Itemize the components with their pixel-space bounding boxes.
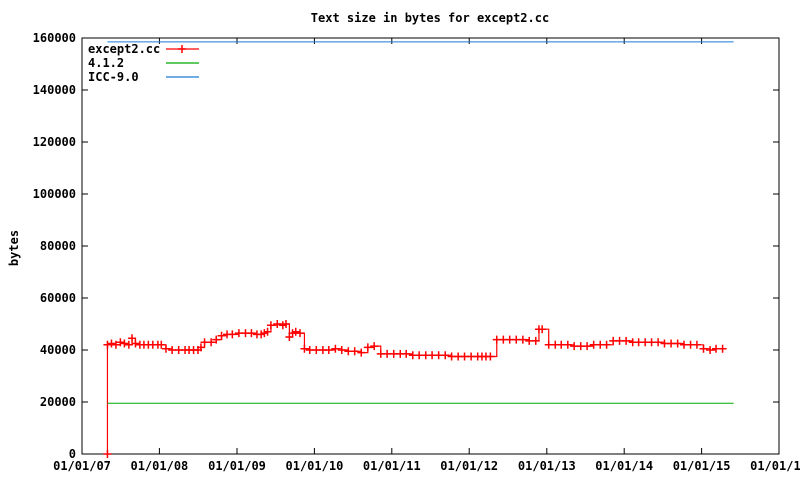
x-tick-label: 01/01/09 xyxy=(208,459,266,473)
x-tick-label: 01/01/13 xyxy=(518,459,576,473)
data-point-marker xyxy=(131,339,140,348)
legend-label: except2.cc xyxy=(88,42,160,56)
x-tick-label: 01/01/10 xyxy=(286,459,344,473)
y-ticks: 0 20000 40000 60000 80000 100000 120000 140000 1… xyxy=(33,31,779,461)
data-point-marker xyxy=(622,336,631,345)
data-point-marker xyxy=(324,346,333,354)
data-point-marker xyxy=(247,329,256,338)
data-point-marker xyxy=(699,344,708,353)
data-point-marker xyxy=(357,348,366,357)
data-point-marker xyxy=(402,349,411,358)
data-point-marker xyxy=(103,450,112,458)
y-tick-label: 140000 xyxy=(33,83,76,97)
data-point-marker xyxy=(692,340,701,349)
data-point-marker xyxy=(116,338,125,347)
x-tick-label: 01/01/12 xyxy=(440,459,498,473)
data-point-marker xyxy=(331,344,340,353)
x-tick-label: 01/01/11 xyxy=(363,459,421,473)
series-layer xyxy=(103,41,734,458)
y-tick-label: 60000 xyxy=(40,291,76,305)
data-point-marker xyxy=(103,340,112,349)
y-tick-label: 20000 xyxy=(40,395,76,409)
series-line-except2.cc xyxy=(106,323,723,454)
data-point-marker xyxy=(370,342,379,351)
data-point-marker xyxy=(124,340,133,349)
data-point-marker xyxy=(212,335,221,344)
data-point-marker xyxy=(196,343,205,352)
x-tick-label: 01/01/15 xyxy=(673,459,731,473)
data-point-marker xyxy=(538,325,547,334)
x-tick-label: 01/01/08 xyxy=(130,459,188,473)
data-point-marker xyxy=(161,344,170,353)
chart-title: Text size in bytes for except2.cc xyxy=(311,11,549,25)
data-point-marker xyxy=(706,346,715,354)
data-point-marker xyxy=(120,339,129,348)
data-point-marker xyxy=(128,334,137,343)
data-point-marker xyxy=(602,340,611,349)
x-tick-label: 01/01/14 xyxy=(595,459,653,473)
data-point-marker xyxy=(654,338,663,347)
y-tick-label: 80000 xyxy=(40,239,76,253)
data-point-marker xyxy=(486,352,495,361)
data-point-marker xyxy=(518,335,527,344)
data-point-marker xyxy=(291,327,300,336)
y-tick-label: 0 xyxy=(69,447,76,461)
data-point-marker xyxy=(337,346,346,354)
data-point-marker xyxy=(300,344,309,353)
y-tick-label: 160000 xyxy=(33,31,76,45)
data-point-marker xyxy=(281,320,290,328)
data-point-marker xyxy=(441,351,450,360)
data-point-marker xyxy=(107,339,116,348)
data-point-marker xyxy=(207,338,216,347)
x-tick-label: 01/01/16 xyxy=(750,459,800,473)
data-point-marker xyxy=(295,329,304,338)
data-point-marker xyxy=(563,340,572,349)
data-point-marker xyxy=(583,342,592,351)
data-point-marker xyxy=(217,331,226,340)
legend-label: ICC-9.0 xyxy=(88,70,139,84)
y-tick-label: 120000 xyxy=(33,135,76,149)
data-point-marker xyxy=(363,343,372,352)
data-point-marker xyxy=(111,340,120,349)
data-point-marker xyxy=(263,327,272,336)
y-tick-label: 100000 xyxy=(33,187,76,201)
plot-frame xyxy=(81,37,780,455)
data-point-marker xyxy=(350,347,359,356)
data-point-marker xyxy=(273,320,282,328)
data-point-marker xyxy=(531,336,540,345)
y-axis-label: bytes xyxy=(7,230,21,266)
data-point-marker xyxy=(673,339,682,348)
data-point-marker xyxy=(228,330,237,339)
data-point-marker xyxy=(266,321,275,330)
legend-label: 4.1.2 xyxy=(88,56,124,70)
legend-marker xyxy=(178,45,186,53)
x-tick-label: 01/01/07 xyxy=(53,459,111,473)
data-point-marker xyxy=(718,344,727,353)
data-point-marker xyxy=(157,340,166,349)
x-ticks: 01/01/07 01/01/08 01/01/09 01/01/10 01/01/11… xyxy=(53,38,800,473)
y-tick-label: 40000 xyxy=(40,343,76,357)
